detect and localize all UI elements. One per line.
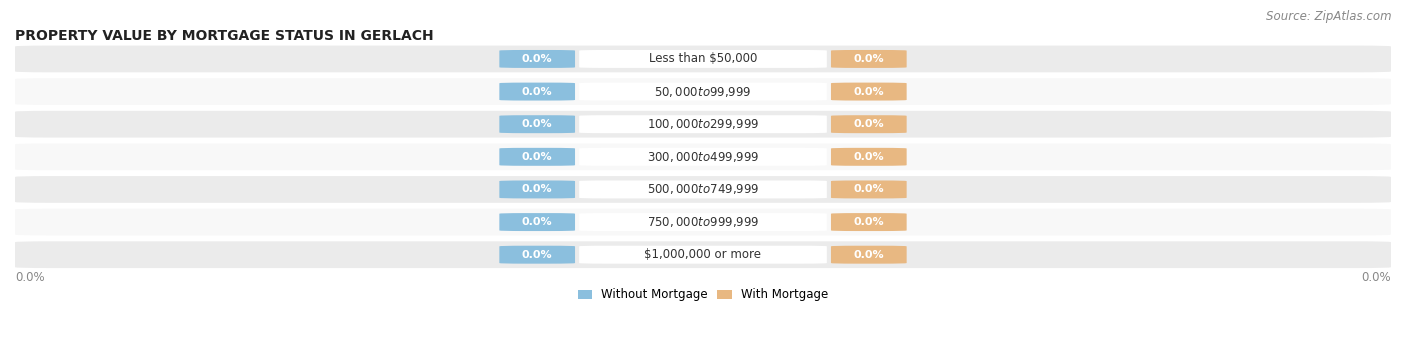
Text: 0.0%: 0.0% [853, 119, 884, 129]
Text: $50,000 to $99,999: $50,000 to $99,999 [654, 85, 752, 99]
Text: 0.0%: 0.0% [522, 152, 553, 162]
FancyBboxPatch shape [15, 46, 1391, 72]
FancyBboxPatch shape [831, 180, 907, 198]
FancyBboxPatch shape [15, 209, 1391, 235]
FancyBboxPatch shape [579, 180, 827, 198]
Text: 0.0%: 0.0% [853, 250, 884, 260]
Text: $300,000 to $499,999: $300,000 to $499,999 [647, 150, 759, 164]
Text: Less than $50,000: Less than $50,000 [648, 53, 758, 65]
Text: PROPERTY VALUE BY MORTGAGE STATUS IN GERLACH: PROPERTY VALUE BY MORTGAGE STATUS IN GER… [15, 29, 433, 43]
FancyBboxPatch shape [499, 50, 575, 68]
Text: 0.0%: 0.0% [522, 250, 553, 260]
FancyBboxPatch shape [15, 241, 1391, 268]
FancyBboxPatch shape [579, 50, 827, 68]
Text: 0.0%: 0.0% [522, 184, 553, 194]
FancyBboxPatch shape [831, 83, 907, 101]
FancyBboxPatch shape [499, 83, 575, 101]
FancyBboxPatch shape [499, 180, 575, 198]
Text: 0.0%: 0.0% [522, 54, 553, 64]
Text: 0.0%: 0.0% [1361, 271, 1391, 284]
Text: 0.0%: 0.0% [853, 152, 884, 162]
FancyBboxPatch shape [15, 176, 1391, 203]
FancyBboxPatch shape [15, 111, 1391, 137]
FancyBboxPatch shape [499, 148, 575, 166]
Text: 0.0%: 0.0% [522, 87, 553, 97]
FancyBboxPatch shape [831, 148, 907, 166]
Text: 0.0%: 0.0% [853, 54, 884, 64]
FancyBboxPatch shape [15, 144, 1391, 170]
FancyBboxPatch shape [15, 78, 1391, 105]
FancyBboxPatch shape [579, 115, 827, 133]
FancyBboxPatch shape [831, 50, 907, 68]
FancyBboxPatch shape [579, 83, 827, 101]
Text: $100,000 to $299,999: $100,000 to $299,999 [647, 117, 759, 131]
FancyBboxPatch shape [499, 115, 575, 133]
FancyBboxPatch shape [831, 246, 907, 264]
FancyBboxPatch shape [499, 213, 575, 231]
Text: Source: ZipAtlas.com: Source: ZipAtlas.com [1267, 10, 1392, 23]
FancyBboxPatch shape [499, 246, 575, 264]
Text: 0.0%: 0.0% [522, 119, 553, 129]
Text: 0.0%: 0.0% [15, 271, 45, 284]
FancyBboxPatch shape [831, 213, 907, 231]
FancyBboxPatch shape [579, 213, 827, 231]
FancyBboxPatch shape [831, 115, 907, 133]
FancyBboxPatch shape [579, 246, 827, 264]
Legend: Without Mortgage, With Mortgage: Without Mortgage, With Mortgage [574, 284, 832, 306]
Text: 0.0%: 0.0% [853, 217, 884, 227]
Text: $750,000 to $999,999: $750,000 to $999,999 [647, 215, 759, 229]
Text: 0.0%: 0.0% [853, 184, 884, 194]
Text: $500,000 to $749,999: $500,000 to $749,999 [647, 182, 759, 196]
Text: 0.0%: 0.0% [522, 217, 553, 227]
Text: 0.0%: 0.0% [853, 87, 884, 97]
FancyBboxPatch shape [579, 148, 827, 166]
Text: $1,000,000 or more: $1,000,000 or more [644, 248, 762, 261]
